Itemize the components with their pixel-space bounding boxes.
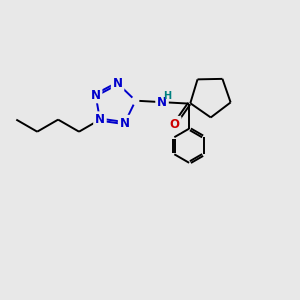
Text: N: N	[112, 77, 123, 90]
Text: N: N	[120, 117, 130, 130]
Text: N: N	[95, 113, 105, 126]
Text: O: O	[170, 118, 180, 130]
Text: H: H	[163, 91, 171, 101]
Text: N: N	[91, 88, 100, 102]
Text: N: N	[157, 96, 167, 109]
